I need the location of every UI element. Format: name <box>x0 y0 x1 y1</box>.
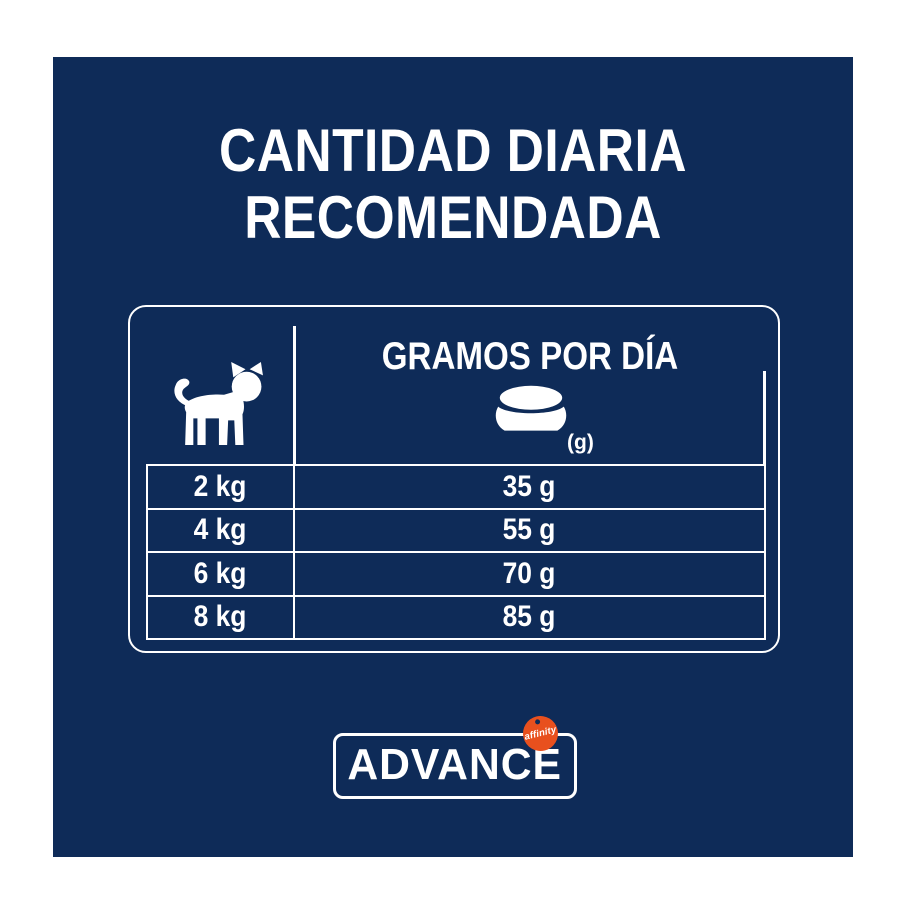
grams-cell: 55 g <box>295 510 765 552</box>
table-row: 4 kg 55 g <box>148 507 765 552</box>
grams-cell: 85 g <box>295 597 765 639</box>
grams-value: 55 g <box>502 513 556 547</box>
badge-hole <box>534 718 541 725</box>
bowl-icon <box>491 383 571 443</box>
feeding-guide-table: GRAMOS POR DÍA (g) 2 kg 35 g 4 kg 5 <box>128 305 780 653</box>
grams-value: 70 g <box>502 556 556 590</box>
affinity-badge-label: affinity <box>523 724 558 743</box>
unit-label: (g) <box>567 431 594 454</box>
weight-cell: 2 kg <box>148 466 295 508</box>
advance-logo: ADVANCE affinity <box>333 712 577 799</box>
weight-value: 6 kg <box>193 556 247 590</box>
table-row: 8 kg 85 g <box>148 594 765 639</box>
navy-card: CANTIDAD DIARIA RECOMENDADA GRAMOS POR D… <box>53 57 853 857</box>
table-row: 6 kg 70 g <box>148 551 764 595</box>
grams-cell: 35 g <box>295 466 765 508</box>
grams-cell: 70 g <box>295 553 765 595</box>
feeding-table-rows: 2 kg 35 g 4 kg 55 g 6 kg 70 g 8 kg 85 g <box>146 464 766 640</box>
page-title: CANTIDAD DIARIA RECOMENDADA <box>109 117 797 251</box>
weight-cell: 8 kg <box>148 596 295 638</box>
table-row: 2 kg 35 g <box>148 466 764 508</box>
brand-name: ADVANCE <box>347 740 563 789</box>
grams-value: 85 g <box>502 600 556 634</box>
grams-value: 35 g <box>502 469 556 503</box>
weight-cell: 4 kg <box>148 509 295 551</box>
cat-icon <box>170 361 274 447</box>
title-line-1: CANTIDAD DIARIA <box>219 117 687 184</box>
weight-value: 8 kg <box>193 600 247 634</box>
weight-value: 2 kg <box>193 469 247 503</box>
weight-cell: 6 kg <box>148 553 295 595</box>
column-divider <box>293 326 296 464</box>
right-border-line <box>763 371 766 466</box>
weight-value: 4 kg <box>193 513 247 547</box>
title-line-2: RECOMENDADA <box>244 184 662 251</box>
column2-header: GRAMOS POR DÍA <box>381 335 679 378</box>
